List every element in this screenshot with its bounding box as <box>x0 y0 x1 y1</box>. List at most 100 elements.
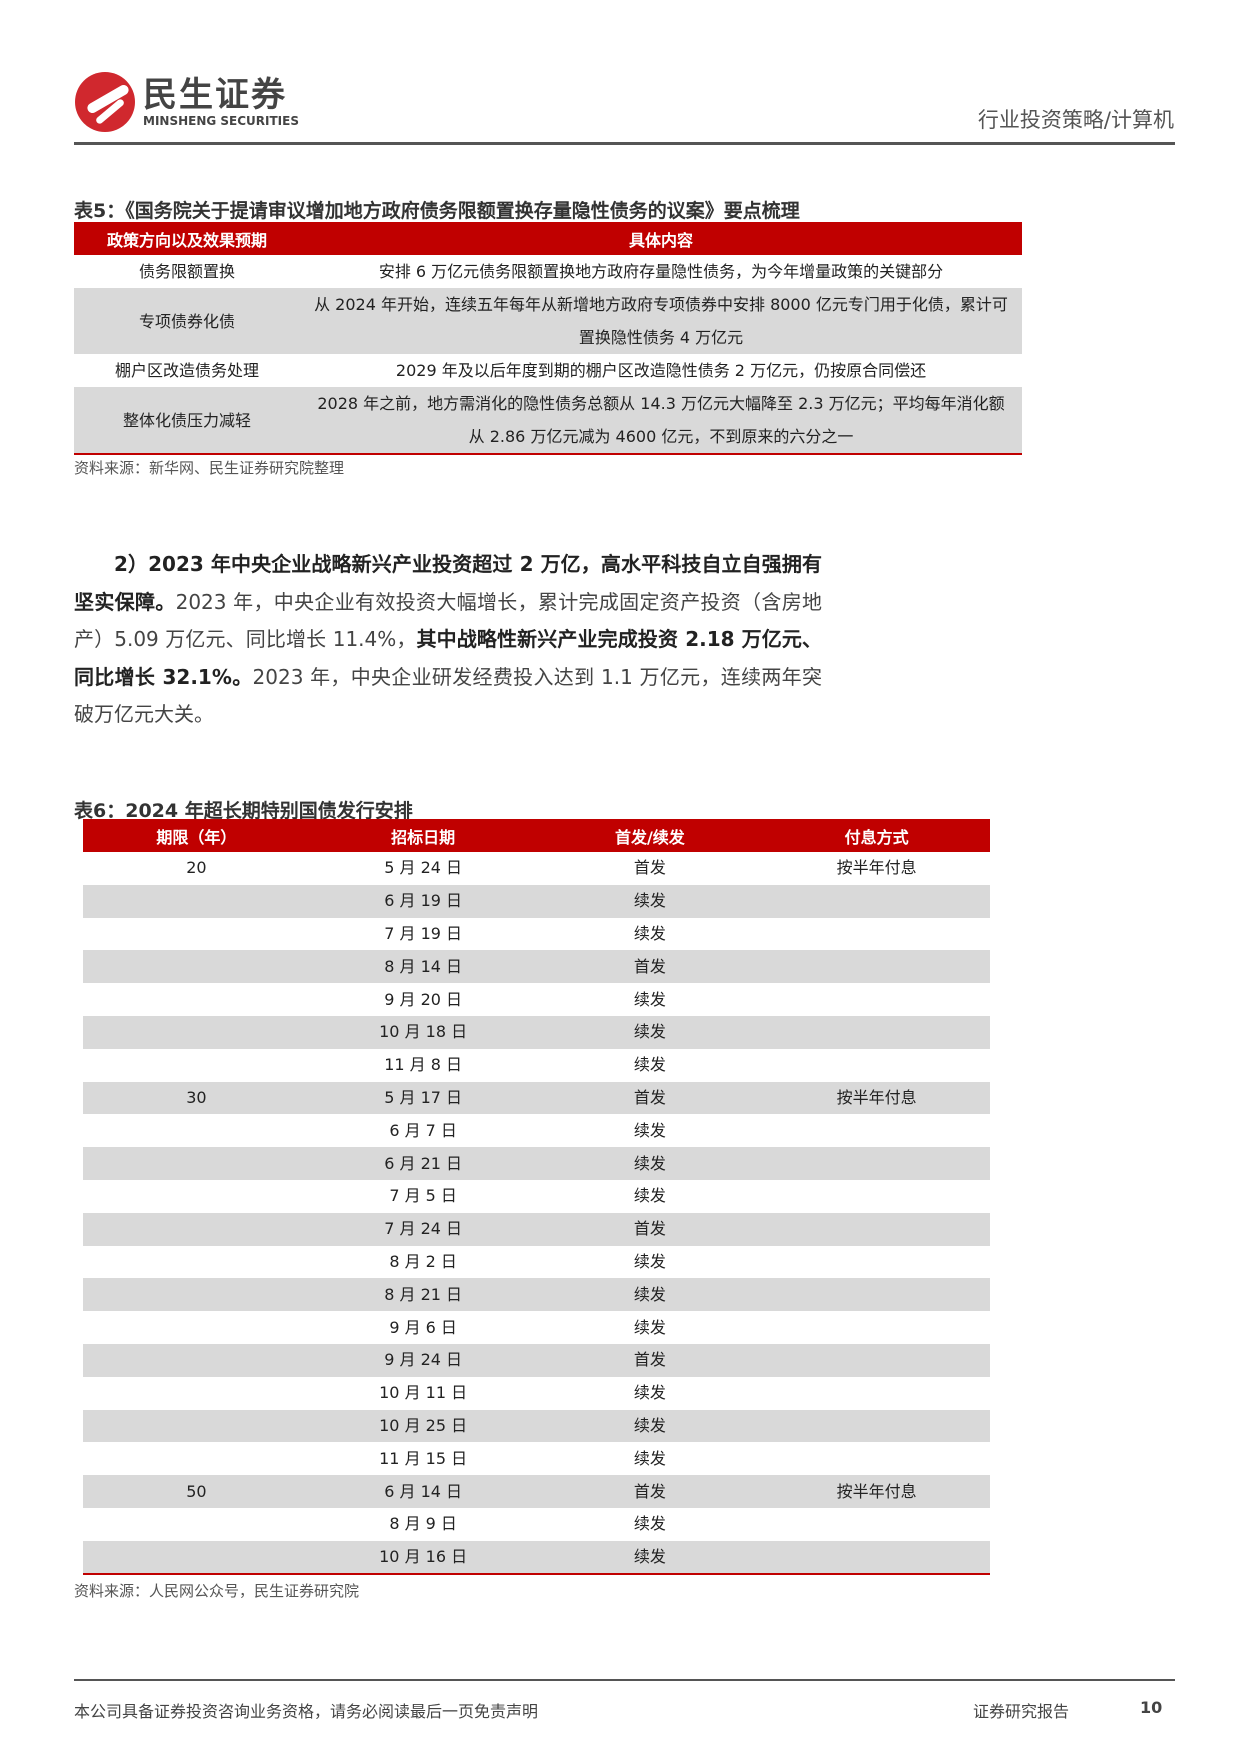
cell: 11 月 15 日 <box>379 1448 468 1468</box>
cell <box>763 1180 990 1213</box>
cell: 续发 <box>536 1278 764 1312</box>
table6-header: 招标日期 <box>309 819 537 852</box>
cell: 6 月 7 日 <box>389 1120 457 1140</box>
table-row: 9 月 6 日 续发 <box>83 1311 990 1344</box>
table6-title: 表6：2024 年超长期特别国债发行安排 <box>74 800 413 822</box>
cell <box>763 1049 990 1082</box>
footer-label: 证券研究报告 <box>973 1702 1070 1721</box>
cell: 30 <box>83 1081 310 1115</box>
table-row: 8 月 14 日首发 <box>83 950 990 984</box>
cell <box>83 884 310 918</box>
cell: 8 月 21 日 <box>309 1278 537 1312</box>
cell: 9 月 24 日 <box>309 1343 537 1377</box>
cell <box>83 1015 310 1049</box>
table-row: 债务限额置换 安排 6 万亿元债务限额置换地方政府存量隐性债务，为今年增量政策的关… <box>74 255 1022 288</box>
cell: 10 月 18 日 <box>309 1015 537 1049</box>
table6-source: 资料来源：人民网公众号，民生证券研究院 <box>74 1582 360 1600</box>
cell <box>83 983 310 1016</box>
cell: 整体化债压力减轻 <box>74 387 300 454</box>
table-row: 9 月 20 日 续发 <box>83 983 990 1016</box>
cell: 续发 <box>633 1514 666 1534</box>
cell <box>763 1409 990 1443</box>
cell <box>83 1442 310 1475</box>
cell <box>83 950 310 984</box>
cell: 续发 <box>633 1317 666 1337</box>
cell: 续发 <box>536 1147 764 1180</box>
cell: 按半年付息 <box>763 1081 990 1115</box>
table-row: 10 月 18 日续发 <box>83 1015 990 1049</box>
cell <box>763 1147 990 1180</box>
cell: 续发 <box>633 1120 666 1140</box>
table-row: 整体化债压力减轻 2028 年之前，地方需消化的隐性债务总额从 14.3 万亿元大… <box>74 387 1022 454</box>
cell: 10 月 16 日 <box>309 1540 537 1574</box>
cell: 2028 年之前，地方需消化的隐性债务总额从 14.3 万亿元大幅降至 2.3 … <box>300 387 1022 454</box>
cell: 续发 <box>633 1251 666 1271</box>
cell <box>763 1343 990 1377</box>
para-bold: 其中战略性新兴产业完成投资 2.18 万亿元、同比增长 32.1%。 <box>74 627 823 689</box>
cell: 9 月 6 日 <box>389 1317 457 1337</box>
para-text: 2023 年，中央企业有效投资大幅增长，累计完成固定资产投资（含房地产）5.09… <box>74 589 823 652</box>
cell: 续发 <box>536 1015 764 1049</box>
table-row: 棚户区改造债务处理 2029 年及以后年度到期的棚户区改造隐性债务 2 万亿元，仍… <box>74 354 1022 387</box>
table-row: 10 月 16 日续发 <box>83 1540 990 1574</box>
table-row: 7 月 24 日首发 <box>83 1212 990 1246</box>
para-bold: 2）2023 年中央企业战略新兴产业投资超过 2 万亿，高水平科技自立自强拥有坚… <box>74 552 822 614</box>
body-paragraph: 2）2023 年中央企业战略新兴产业投资超过 2 万亿，高水平科技自立自强拥有坚… <box>74 546 822 734</box>
para-text: 2023 年，中央企业研发经费投入达到 1.1 万亿元，连续两年突破万亿元大关。 <box>74 664 822 727</box>
page-number: 10 <box>1140 1698 1163 1717</box>
table-row: 6 月 7 日 续发 <box>83 1114 990 1147</box>
cell <box>763 1377 990 1410</box>
table-row: 8 月 9 日 续发 <box>83 1508 990 1541</box>
cell: 续发 <box>536 884 764 918</box>
table-row: 6 月 19 日续发 <box>83 884 990 918</box>
cell <box>83 1377 310 1410</box>
cell <box>763 918 990 951</box>
cell: 续发 <box>633 1055 666 1075</box>
cell: 9 月 20 日 <box>384 989 463 1009</box>
table-row: 8 月 2 日 续发 <box>83 1246 990 1279</box>
cell <box>763 884 990 918</box>
cell <box>83 1508 310 1541</box>
cell: 8 月 14 日 <box>309 950 537 984</box>
cell: 10 月 25 日 <box>309 1409 537 1443</box>
cell: 首发 <box>536 950 764 984</box>
cell <box>83 1180 310 1213</box>
cell: 首发 <box>633 858 666 878</box>
cell: 5 月 24 日 <box>384 858 463 878</box>
footer-divider <box>74 1679 1175 1681</box>
cell <box>763 1246 990 1279</box>
cell: 首发 <box>536 1343 764 1377</box>
cell <box>83 1147 310 1180</box>
cell: 首发 <box>536 1212 764 1246</box>
table6: 期限（年） 招标日期 首发/续发 付息方式 20 5 月 24 日首发 按半年付息 6… <box>83 819 990 1575</box>
cell: 7 月 24 日 <box>309 1212 537 1246</box>
logo-name-en: MINSHENG SECURITIES <box>143 114 299 128</box>
logo: 民生证券 MINSHENG SECURITIES <box>75 72 299 132</box>
cell: 按半年付息 <box>836 858 917 878</box>
table-row: 6 月 21 日续发 <box>83 1147 990 1180</box>
table6-header: 首发/续发 <box>536 819 764 852</box>
cell <box>763 1442 990 1475</box>
cell <box>763 1015 990 1049</box>
table-row: 10 月 25 日续发 <box>83 1409 990 1443</box>
cell: 续发 <box>633 989 666 1009</box>
table-row: 11 月 8 日 续发 <box>83 1049 990 1082</box>
cell <box>763 950 990 984</box>
cell <box>83 918 310 951</box>
section-label: 行业投资策略/计算机 <box>977 108 1174 132</box>
table-row: 30 5 月 17 日首发 按半年付息 <box>83 1081 990 1115</box>
table-row: 8 月 21 日续发 <box>83 1278 990 1312</box>
cell: 续发 <box>536 1409 764 1443</box>
cell <box>83 1212 310 1246</box>
cell <box>83 1278 310 1312</box>
cell: 20 <box>186 858 207 878</box>
cell: 7 月 5 日 <box>389 1186 457 1206</box>
cell: 按半年付息 <box>763 1475 990 1508</box>
cell <box>83 1343 310 1377</box>
cell: 6 月 21 日 <box>309 1147 537 1180</box>
header-divider <box>74 142 1175 145</box>
cell <box>763 1311 990 1344</box>
logo-icon <box>75 72 135 132</box>
table6-header: 期限（年） <box>83 819 310 852</box>
cell <box>83 1246 310 1279</box>
